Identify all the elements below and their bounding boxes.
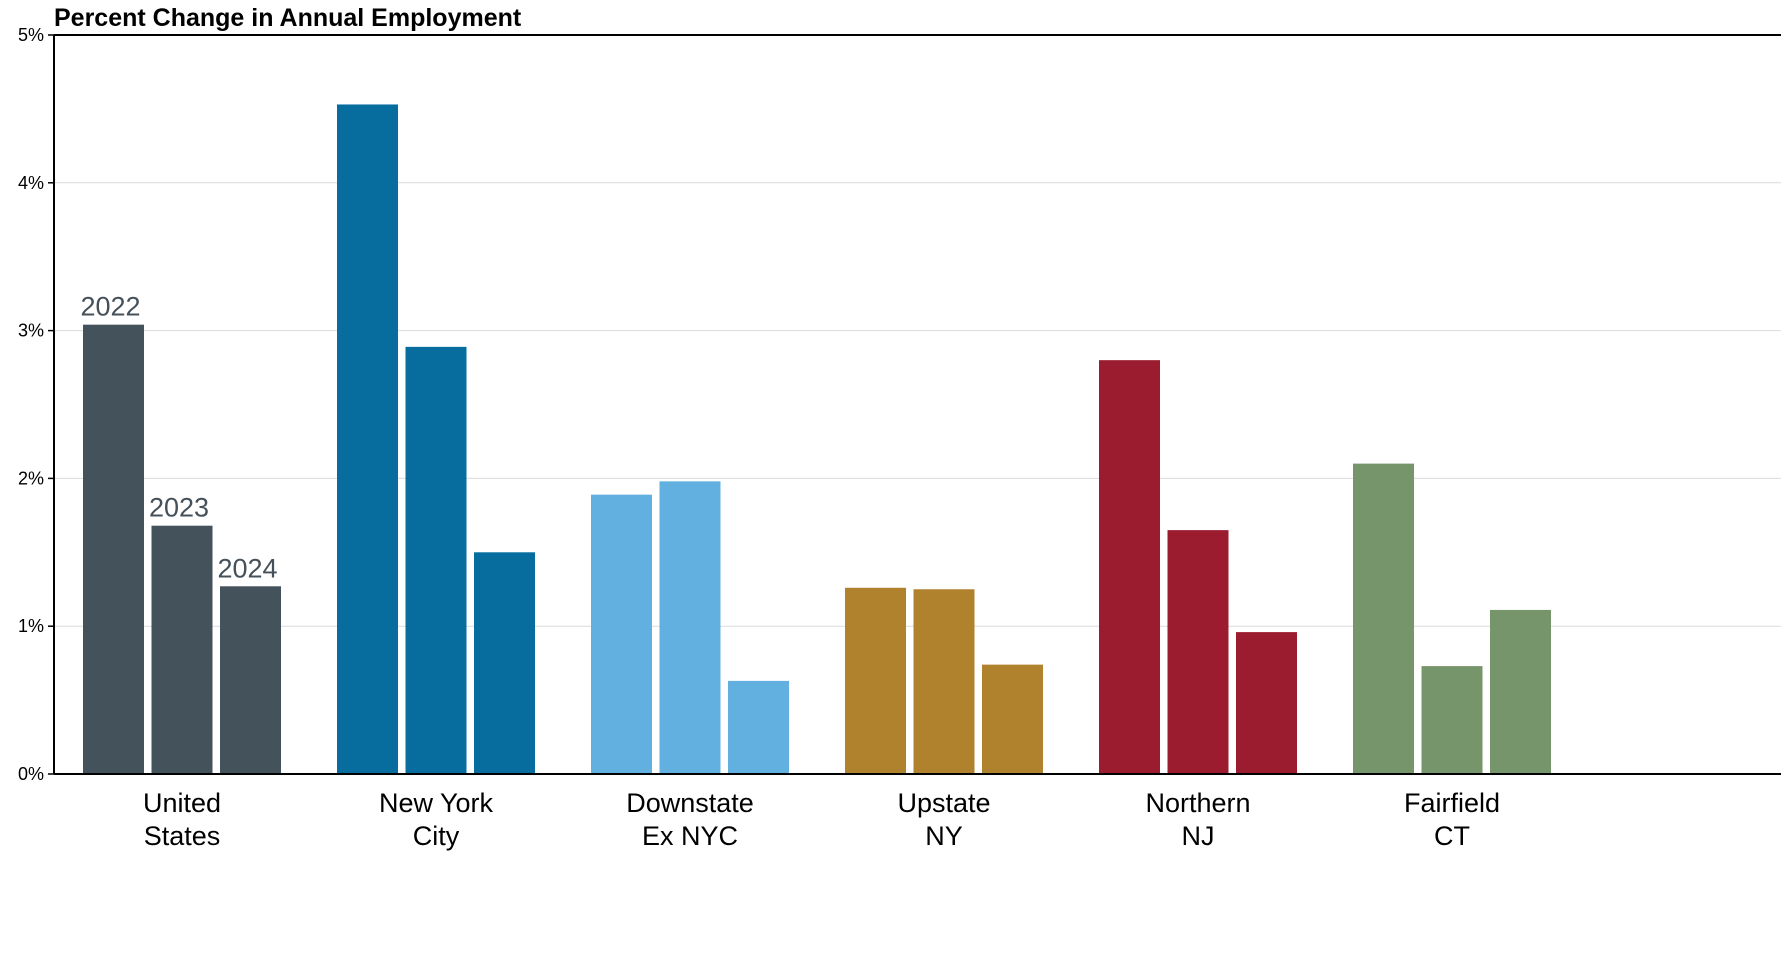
bar-2022-5	[1353, 463, 1414, 774]
bar-2022-4	[1099, 360, 1160, 774]
y-tick-labels: 0% 1% 2% 3% 4% 5%	[18, 25, 54, 784]
bars	[83, 104, 1551, 774]
gridlines	[54, 182, 1781, 627]
category-label: City	[413, 821, 460, 851]
bar-2024-3	[982, 664, 1043, 774]
y-tick-label: 1%	[18, 616, 44, 636]
bar-2022-0	[83, 324, 144, 774]
bar-2023-0	[151, 525, 213, 774]
category-label: NJ	[1182, 821, 1215, 851]
category-label: Downstate	[626, 788, 754, 818]
year-labels: 2022 2023 2024	[80, 292, 277, 584]
bar-2022-3	[845, 587, 906, 774]
year-label-2024: 2024	[217, 553, 277, 583]
bar-2024-4	[1236, 632, 1297, 774]
bar-2024-2	[728, 680, 789, 774]
bar-2023-3	[913, 589, 975, 774]
bar-2023-5	[1421, 666, 1483, 774]
bar-2023-1	[405, 346, 467, 774]
category-label: Ex NYC	[642, 821, 738, 851]
bar-2024-5	[1490, 609, 1551, 774]
y-tick-label: 0%	[18, 764, 44, 784]
category-label: Northern	[1145, 788, 1250, 818]
bar-2022-1	[337, 104, 398, 774]
category-label: United	[143, 788, 221, 818]
y-tick-label: 3%	[18, 321, 44, 341]
y-tick-label: 5%	[18, 25, 44, 45]
axes	[53, 34, 1781, 775]
chart-title: Percent Change in Annual Employment	[54, 4, 522, 32]
year-label-2023: 2023	[149, 493, 209, 523]
category-label: New York	[379, 788, 494, 818]
category-label: CT	[1434, 821, 1470, 851]
category-label: Fairfield	[1404, 788, 1500, 818]
bar-2022-2	[591, 494, 652, 774]
category-label: NY	[925, 821, 963, 851]
year-label-2022: 2022	[80, 292, 140, 322]
bar-2024-1	[474, 552, 535, 774]
category-label: States	[144, 821, 221, 851]
bar-2023-2	[659, 481, 721, 774]
bar-2023-4	[1167, 530, 1229, 774]
bar-2024-0	[220, 586, 281, 774]
y-tick-label: 4%	[18, 173, 44, 193]
y-tick-label: 2%	[18, 468, 44, 488]
category-label: Upstate	[897, 788, 990, 818]
